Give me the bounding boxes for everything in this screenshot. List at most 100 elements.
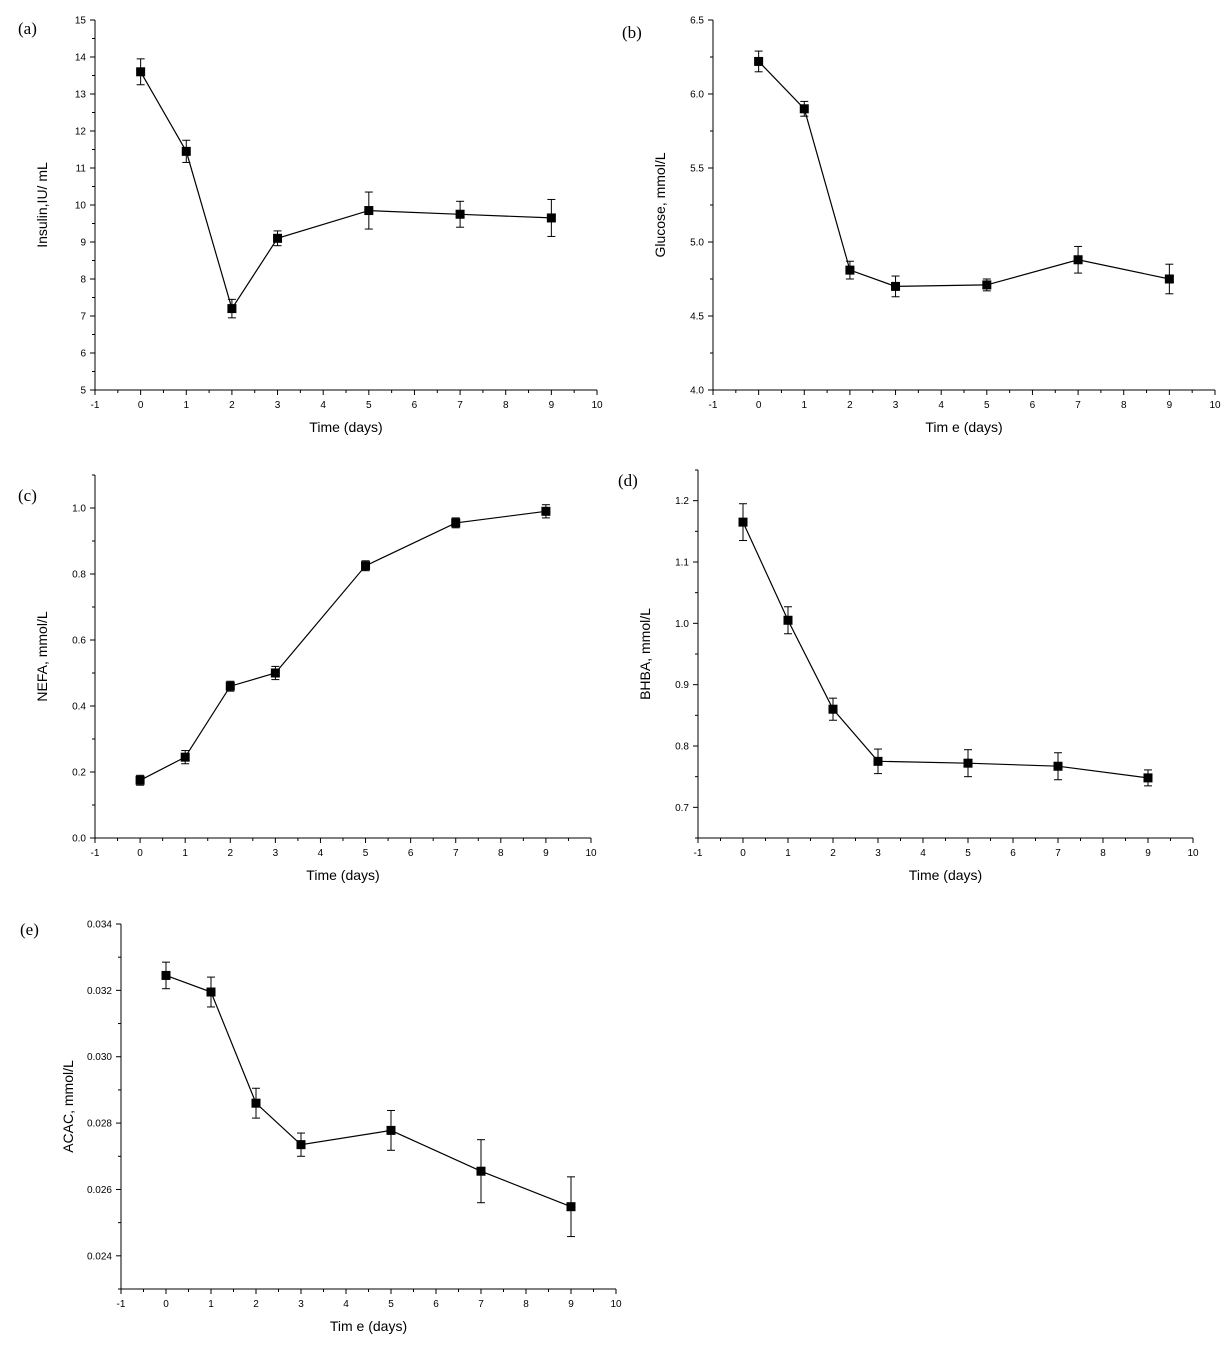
chart-1-x-tick-label: 6 — [412, 400, 418, 411]
chart-2-data-point — [1164, 274, 1174, 284]
chart-3-data-point — [270, 668, 280, 678]
chart-1-y-tick-label: 8 — [80, 275, 86, 286]
chart-3-x-tick-label: 5 — [363, 848, 369, 859]
chart-1-data-point — [181, 146, 191, 156]
chart-3-x-tick-label: 8 — [498, 848, 504, 859]
chart-1-x-axis-title: Time (days) — [309, 419, 382, 435]
chart-3-x-tick-label: 6 — [408, 848, 414, 859]
chart-1-y-tick-label: 10 — [75, 201, 87, 212]
chart-2-y-tick-label: 5.0 — [690, 238, 704, 249]
chart-5-x-tick-label: 2 — [253, 1299, 259, 1310]
chart-5-x-tick-label: 7 — [478, 1299, 484, 1310]
chart-5-x-tick-label: -1 — [117, 1299, 126, 1310]
chart-2-x-tick-label: 10 — [1209, 400, 1221, 411]
chart-1-y-tick-label: 11 — [76, 164, 87, 175]
chart-2-x-tick-label: -1 — [709, 400, 718, 411]
chart-5-x-tick-label: 6 — [433, 1299, 439, 1310]
chart-5-x-tick-label: 4 — [343, 1299, 349, 1310]
chart-4-x-tick-label: 10 — [1187, 848, 1199, 859]
chart-5-x-axis-title: Tim e (days) — [330, 1318, 407, 1334]
chart-4-x-axis-title: Time (days) — [909, 867, 982, 883]
chart-2-x-tick-label: 8 — [1121, 400, 1127, 411]
chart-3-y-tick-label: 0.2 — [72, 768, 86, 779]
chart-3-x-tick-label: 7 — [453, 848, 459, 859]
chart-1-y-tick-label: 15 — [75, 16, 87, 27]
chart-1-data-point — [227, 304, 237, 314]
chart-1-data-point — [364, 206, 374, 216]
chart-1-x-tick-label: 2 — [229, 400, 235, 411]
chart-3-x-tick-label: 10 — [585, 848, 597, 859]
chart-4-x-tick-label: 7 — [1055, 848, 1061, 859]
chart-5-x-tick-label: 5 — [388, 1299, 394, 1310]
chart-2-data-point — [1073, 255, 1083, 265]
chart-4-panel-label: (d) — [618, 471, 638, 490]
chart-4-x-tick-label: 8 — [1100, 848, 1106, 859]
chart-4-data-point — [963, 758, 973, 768]
chart-2: (b) -1 0 1 2 3 4 5 6 7 8 9 10 4.0 4.5 5.0 5.5 6.0 6.5 Tim e… — [622, 16, 1221, 436]
chart-2-x-tick-label: 4 — [938, 400, 944, 411]
chart-4-y-tick-label: 0.7 — [675, 803, 689, 814]
chart-5-x-tick-label: 9 — [568, 1299, 574, 1310]
chart-2-x-tick-label: 5 — [984, 400, 990, 411]
chart-4-y-tick-label: 1.1 — [675, 558, 689, 569]
chart-1-y-tick-label: 7 — [80, 312, 86, 323]
chart-4-data-point — [783, 615, 793, 625]
chart-5-x-tick-label: 0 — [163, 1299, 169, 1310]
chart-5-x-tick-label: 8 — [523, 1299, 529, 1310]
chart-3-y-axis-title: NEFA, mmol/L — [34, 611, 50, 701]
chart-5-y-tick-label: 0.034 — [87, 920, 112, 931]
chart-3-y-tick-label: 0.4 — [72, 702, 86, 713]
chart-3-y-tick-label: 0.8 — [72, 570, 86, 581]
chart-4-x-tick-label: 6 — [1010, 848, 1016, 859]
chart-5: (e) -1 0 1 2 3 4 5 6 7 8 9 10 0.024 0.026 0.028 0.030 0.0… — [20, 920, 622, 1335]
chart-5-data-point — [476, 1166, 486, 1176]
chart-4-data-point — [828, 704, 838, 714]
chart-3-y-tick-label: 1.0 — [72, 504, 86, 515]
chart-4-y-axis-title: BHBA, mmol/L — [637, 608, 653, 700]
chart-4-x-tick-label: 4 — [920, 848, 926, 859]
chart-1-x-tick-label: 0 — [138, 400, 144, 411]
chart-5-y-tick-label: 0.032 — [87, 986, 112, 997]
chart-2-x-tick-label: 9 — [1167, 400, 1173, 411]
chart-3-x-tick-label: 4 — [318, 848, 324, 859]
chart-2-x-tick-label: 0 — [756, 400, 762, 411]
chart-4-y-tick-label: 0.9 — [675, 680, 689, 691]
chart-2-data-point — [845, 265, 855, 275]
chart-1-x-tick-label: 4 — [320, 400, 326, 411]
chart-5-data-point — [161, 970, 171, 980]
chart-2-x-tick-label: 1 — [801, 400, 807, 411]
chart-1-data-point — [546, 213, 556, 223]
chart-4-x-tick-label: 1 — [785, 848, 791, 859]
chart-3-data-point — [135, 775, 145, 785]
chart-2-y-tick-label: 5.5 — [690, 164, 704, 175]
chart-5-y-axis-title: ACAC, mmol/L — [60, 1060, 76, 1153]
chart-4-data-point — [1143, 773, 1153, 783]
chart-5-data-point — [251, 1098, 261, 1108]
chart-3-data-point — [451, 518, 461, 528]
chart-4-y-tick-label: 1.2 — [675, 496, 689, 507]
chart-2-y-tick-label: 4.0 — [690, 386, 704, 397]
chart-1-data-point — [136, 67, 146, 77]
chart-4-data-point — [1053, 761, 1063, 771]
chart-5-x-tick-label: 1 — [208, 1299, 214, 1310]
chart-1-x-tick-label: 5 — [366, 400, 372, 411]
chart-5-y-tick-label: 0.026 — [87, 1185, 112, 1196]
chart-5-y-tick-label: 0.024 — [87, 1251, 112, 1262]
chart-3-x-tick-label: 3 — [273, 848, 279, 859]
chart-3-x-tick-label: 0 — [137, 848, 143, 859]
chart-4: (d) -1 0 1 2 3 4 5 6 7 8 9 10 0.7 0.8 0.9 1.0 1.1 1.2 Time … — [618, 469, 1199, 883]
chart-1-x-tick-label: 3 — [275, 400, 281, 411]
chart-2-y-tick-label: 6.5 — [690, 16, 704, 27]
chart-3-panel-label: (c) — [18, 486, 37, 505]
chart-5-data-point — [386, 1125, 396, 1135]
chart-1-y-tick-label: 14 — [75, 53, 87, 64]
chart-1-y-tick-label: 9 — [80, 238, 86, 249]
chart-5-x-tick-label: 10 — [610, 1299, 622, 1310]
chart-4-x-tick-label: -1 — [694, 848, 703, 859]
chart-4-y-tick-label: 1.0 — [675, 619, 689, 630]
chart-3-y-tick-label: 0.6 — [72, 636, 86, 647]
chart-1-x-tick-label: 8 — [503, 400, 509, 411]
chart-2-x-tick-label: 7 — [1075, 400, 1081, 411]
